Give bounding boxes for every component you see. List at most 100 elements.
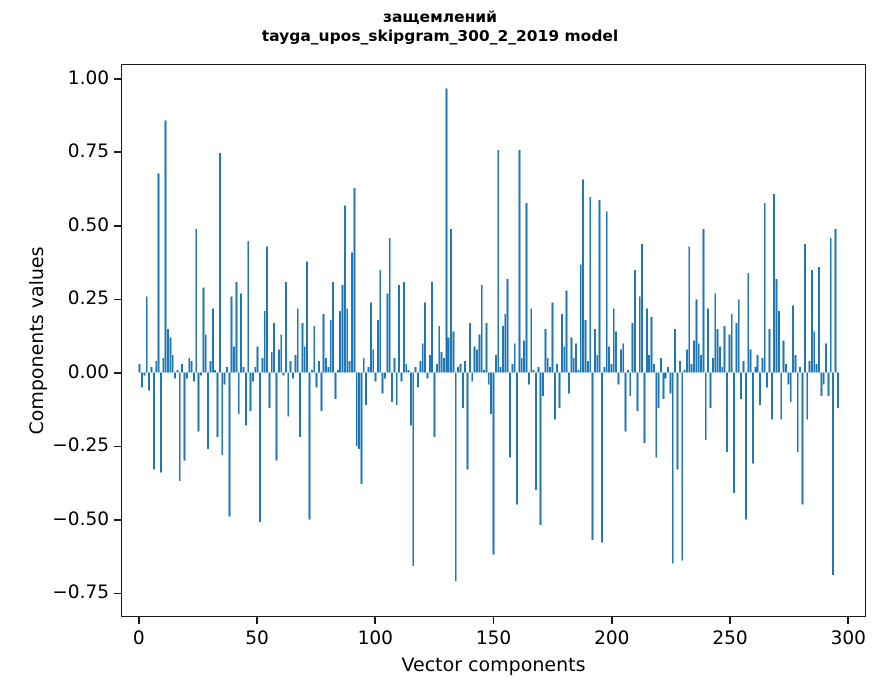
bar bbox=[214, 369, 217, 373]
bar bbox=[718, 346, 721, 373]
x-tick-mark bbox=[256, 617, 258, 624]
bar bbox=[511, 363, 514, 373]
bar bbox=[185, 372, 188, 379]
bar bbox=[650, 317, 653, 373]
bar bbox=[183, 372, 186, 461]
bar bbox=[806, 372, 809, 420]
bar bbox=[801, 372, 804, 505]
bar bbox=[223, 372, 226, 385]
x-tick-mark bbox=[137, 617, 140, 624]
bar bbox=[400, 372, 403, 382]
bar bbox=[726, 372, 728, 452]
bar bbox=[655, 372, 658, 458]
bar bbox=[711, 358, 714, 373]
bar bbox=[683, 369, 686, 373]
bar bbox=[586, 361, 589, 373]
bar bbox=[773, 193, 776, 373]
bar bbox=[303, 346, 306, 373]
bar bbox=[341, 284, 344, 373]
x-axis-label: Vector components bbox=[401, 654, 586, 676]
bar bbox=[535, 372, 537, 490]
bar bbox=[256, 346, 259, 373]
bar bbox=[546, 358, 549, 373]
bar bbox=[299, 372, 302, 438]
bar bbox=[504, 314, 507, 373]
y-tick-mark bbox=[114, 224, 121, 227]
y-tick-label: −0.50 bbox=[52, 508, 109, 530]
bar bbox=[379, 270, 382, 373]
x-tick-mark bbox=[729, 617, 731, 624]
bar bbox=[412, 372, 415, 567]
bar bbox=[351, 252, 353, 373]
bar bbox=[556, 363, 559, 373]
bar bbox=[435, 363, 438, 373]
bar bbox=[478, 334, 481, 373]
bar bbox=[277, 349, 280, 373]
bar bbox=[549, 366, 552, 373]
bar bbox=[499, 366, 502, 373]
bar bbox=[362, 358, 365, 373]
bar bbox=[645, 308, 648, 373]
bar bbox=[280, 334, 283, 373]
bar bbox=[631, 322, 634, 373]
bar bbox=[747, 273, 750, 373]
bar bbox=[284, 281, 287, 373]
bar bbox=[254, 366, 257, 373]
bar bbox=[195, 229, 198, 373]
bar bbox=[162, 358, 165, 373]
y-tick-mark bbox=[114, 592, 121, 595]
bar bbox=[827, 372, 830, 397]
y-tick-label: 0.50 bbox=[67, 214, 109, 236]
bar bbox=[150, 366, 153, 373]
bar bbox=[266, 246, 269, 373]
bar bbox=[242, 366, 245, 373]
bar bbox=[638, 296, 641, 373]
bar bbox=[509, 372, 511, 458]
bar bbox=[376, 319, 379, 373]
bar bbox=[417, 372, 419, 388]
bar bbox=[737, 299, 740, 373]
bar bbox=[230, 296, 233, 373]
x-tick-mark bbox=[492, 617, 495, 624]
bar bbox=[785, 363, 787, 373]
y-tick-mark bbox=[114, 519, 121, 521]
bar bbox=[780, 372, 783, 420]
y-tick-mark bbox=[114, 298, 121, 301]
bar bbox=[292, 372, 294, 379]
bar bbox=[714, 293, 717, 373]
bar bbox=[447, 337, 450, 373]
bar bbox=[825, 343, 828, 373]
chart-title-line-1: защемлений bbox=[382, 8, 498, 26]
x-tick-label: 50 bbox=[245, 628, 269, 649]
bar bbox=[716, 328, 719, 373]
bar bbox=[381, 372, 384, 394]
y-tick-label: 1.00 bbox=[67, 67, 109, 89]
y-tick-label: 0.75 bbox=[67, 141, 109, 163]
x-tick-label: 300 bbox=[830, 628, 866, 649]
bar bbox=[834, 229, 837, 373]
y-tick-mark bbox=[114, 151, 121, 154]
y-tick-mark bbox=[114, 372, 121, 374]
bar bbox=[329, 319, 332, 373]
bar bbox=[634, 270, 636, 373]
bar bbox=[407, 369, 410, 373]
bar bbox=[318, 361, 320, 373]
bar bbox=[334, 372, 337, 400]
bar bbox=[603, 366, 606, 373]
bar bbox=[794, 355, 797, 373]
bar bbox=[579, 264, 582, 373]
bar bbox=[577, 369, 580, 373]
bar bbox=[494, 355, 497, 373]
bar bbox=[832, 372, 835, 575]
bar bbox=[440, 352, 443, 373]
bar bbox=[641, 243, 644, 373]
bar bbox=[197, 372, 200, 432]
bar bbox=[310, 369, 313, 373]
bar bbox=[247, 240, 250, 373]
bar bbox=[270, 352, 273, 373]
bar bbox=[520, 358, 523, 373]
bar bbox=[431, 281, 434, 373]
bar bbox=[636, 372, 639, 411]
bar bbox=[612, 308, 615, 373]
bar bbox=[164, 120, 167, 373]
